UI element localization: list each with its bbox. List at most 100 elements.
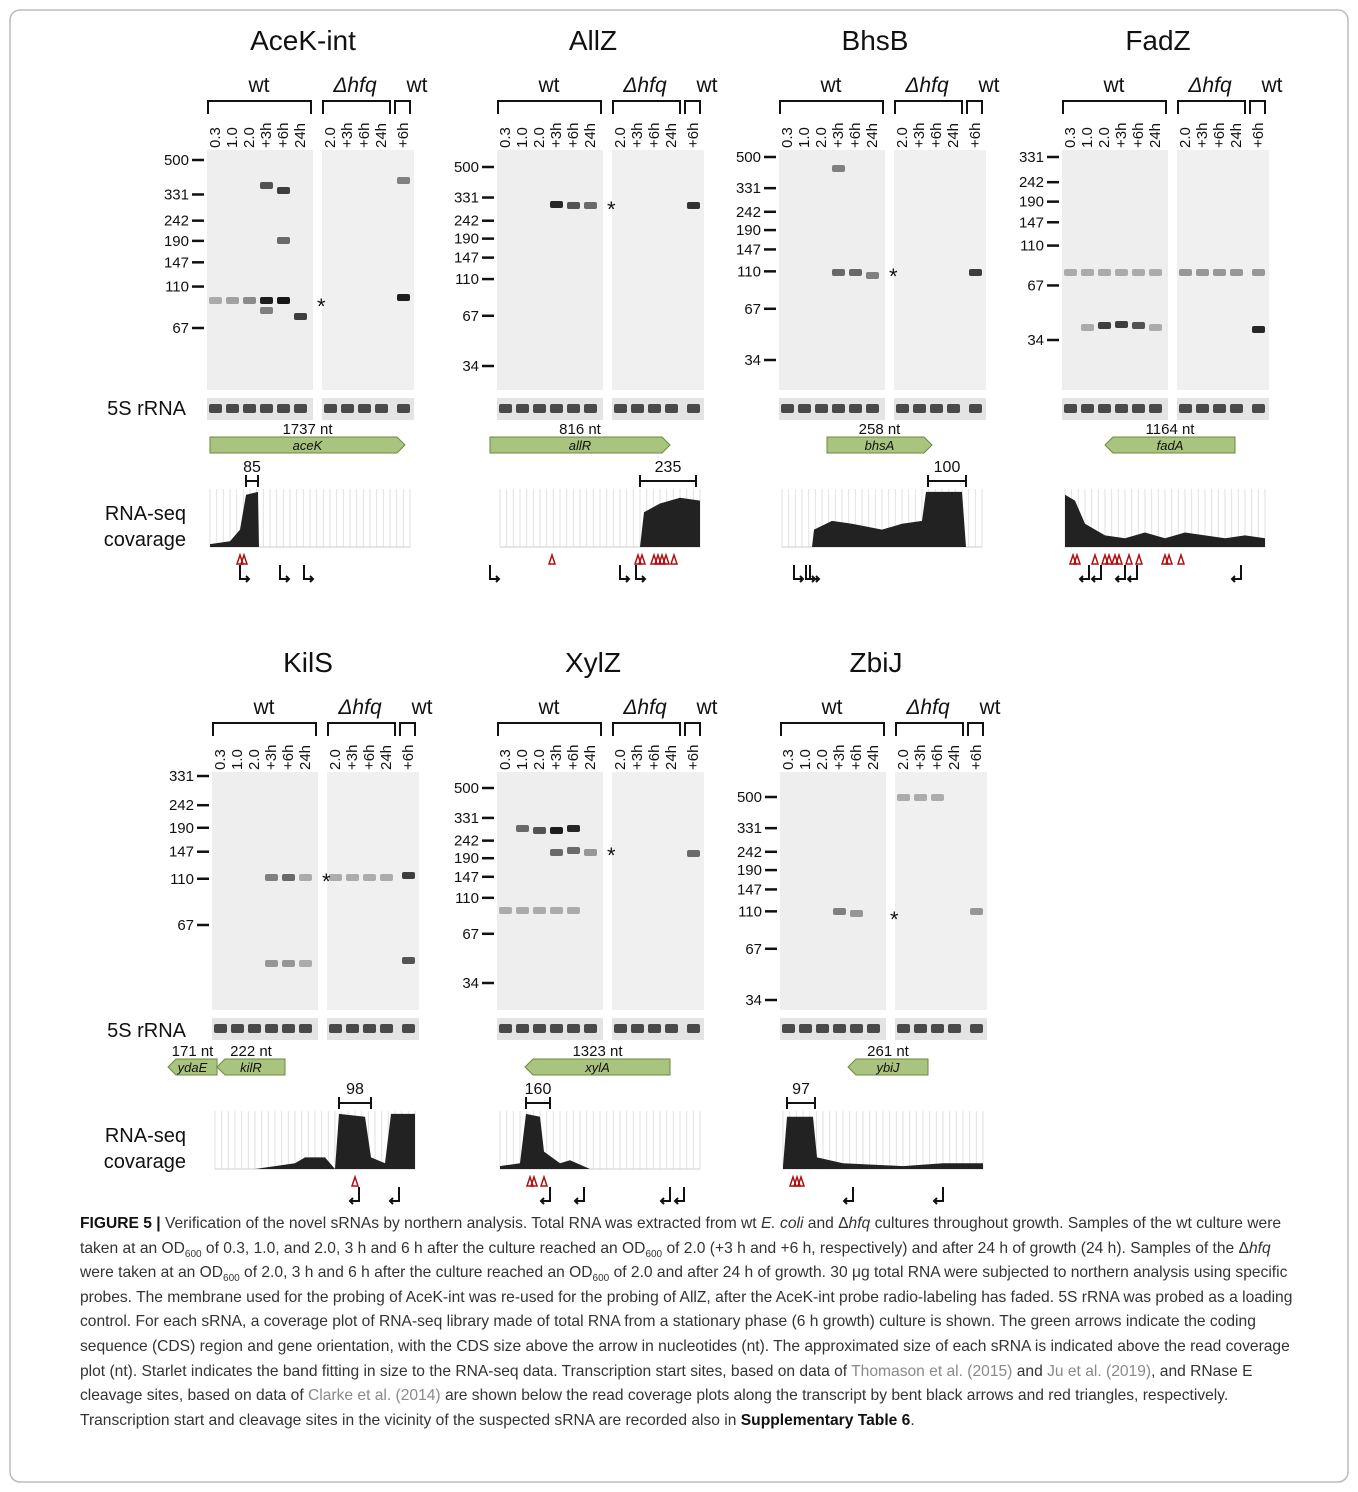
rrna-band	[948, 1024, 961, 1033]
rrna-band	[815, 404, 828, 413]
group-label: wt	[1261, 74, 1283, 97]
band	[402, 957, 415, 964]
lane-label: +3h	[830, 123, 847, 148]
rrna-band	[969, 404, 982, 413]
group-label: wt	[248, 74, 270, 97]
band	[243, 297, 256, 304]
rrna-band	[896, 404, 909, 413]
marker-label: 110	[1020, 238, 1044, 255]
marker-label: 190	[736, 222, 761, 239]
lane-label: 24h	[1228, 123, 1245, 148]
band	[866, 272, 879, 279]
coverage-size: 235	[655, 459, 682, 476]
bracket	[1178, 101, 1245, 114]
caption-link[interactable]: Ju et al. (2019)	[1047, 1363, 1151, 1380]
lane-label: +6h	[275, 123, 292, 148]
rrna-band	[1081, 404, 1094, 413]
cleavage-site	[241, 555, 247, 564]
panel-title: BhsB	[842, 25, 909, 56]
gene-size: 1164 nt	[1146, 421, 1196, 438]
lane-label: 24h	[582, 123, 599, 148]
band	[277, 187, 290, 194]
bracket	[498, 723, 601, 736]
rrna-band	[584, 1024, 597, 1033]
tss-arrow	[1128, 565, 1137, 582]
coverage-size: 160	[525, 1081, 552, 1098]
marker-label: 34	[462, 975, 479, 992]
rrna-band	[1230, 404, 1243, 413]
rrna-band	[533, 1024, 546, 1033]
lane-label: +3h	[548, 123, 565, 148]
marker-label: 190	[1019, 194, 1044, 211]
lane-label: +6h	[395, 123, 412, 148]
group-label: wt	[253, 696, 275, 719]
lane-label: +6h	[646, 123, 663, 148]
caption-sub: 600	[223, 1273, 240, 1284]
lane-label: 2.0	[327, 749, 344, 770]
panel-title: AllZ	[569, 25, 617, 56]
bracket	[613, 101, 680, 114]
rrna-band	[584, 404, 597, 413]
rrna-band	[631, 404, 644, 413]
gene-name: bhsA	[865, 438, 895, 453]
rrna-band	[1179, 404, 1192, 413]
marker-label: 190	[169, 820, 194, 837]
tss-arrow	[240, 565, 249, 582]
band	[499, 907, 512, 914]
lane-label: 0.3	[497, 127, 514, 148]
band	[550, 907, 563, 914]
group-label: wt	[538, 74, 560, 97]
band	[833, 908, 846, 915]
rrna-band	[914, 1024, 927, 1033]
lane-label: +3h	[1194, 123, 1211, 148]
rrna-band	[402, 1024, 415, 1033]
marker-label: 147	[454, 869, 479, 886]
rrna-band	[329, 1024, 342, 1033]
rrna-band	[499, 404, 512, 413]
tss-arrow	[620, 565, 629, 582]
lane-label: 2.0	[246, 749, 263, 770]
caption-text: Supplementary Table 6	[741, 1412, 911, 1429]
cleavage-site	[1092, 555, 1098, 564]
marker-label: 242	[736, 204, 761, 221]
marker-label: 110	[455, 890, 479, 907]
cleavage-site	[671, 555, 677, 564]
bracket	[613, 723, 680, 736]
rrna-band	[324, 404, 337, 413]
lane-label: 2.0	[895, 749, 912, 770]
cleavage-site	[798, 1177, 804, 1186]
gene-name: allR	[569, 438, 591, 453]
panel-title: ZbiJ	[850, 647, 903, 678]
rrna-band	[550, 1024, 563, 1033]
gene-name: ydaE	[177, 1060, 208, 1075]
page: {"labels": {"wt": "wt", "hfq": "Δhfq", "…	[0, 0, 1358, 1492]
tss-arrow	[810, 565, 819, 582]
tss-arrow	[304, 565, 313, 582]
panel-title: XylZ	[565, 647, 621, 678]
rrna-band	[209, 404, 222, 413]
caption-link[interactable]: Clarke et al. (2014)	[308, 1387, 441, 1404]
marker-label: 500	[164, 152, 189, 169]
band	[397, 177, 410, 184]
bracket	[395, 101, 410, 114]
bracket	[685, 723, 700, 736]
lane-label: 24h	[378, 745, 395, 770]
marker-label: 147	[454, 250, 479, 267]
tss-arrow	[934, 1187, 943, 1204]
tss-arrow	[350, 1187, 359, 1204]
gene-name: kilR	[240, 1060, 262, 1075]
gel	[779, 150, 885, 390]
rrna-band	[833, 1024, 846, 1033]
gene-size: 1323 nt	[572, 1043, 623, 1060]
rrna-band	[850, 1024, 863, 1033]
rrna-band	[1252, 404, 1265, 413]
lane-label: +6h	[400, 745, 417, 770]
caption-link[interactable]: Thomason et al. (2015)	[851, 1363, 1012, 1380]
coverage-size: 85	[243, 459, 261, 476]
band	[533, 827, 546, 834]
band	[260, 182, 273, 189]
marker-label: 242	[737, 844, 762, 861]
gel	[895, 772, 987, 1010]
rrna-band	[567, 1024, 580, 1033]
marker-label: 147	[737, 881, 762, 898]
